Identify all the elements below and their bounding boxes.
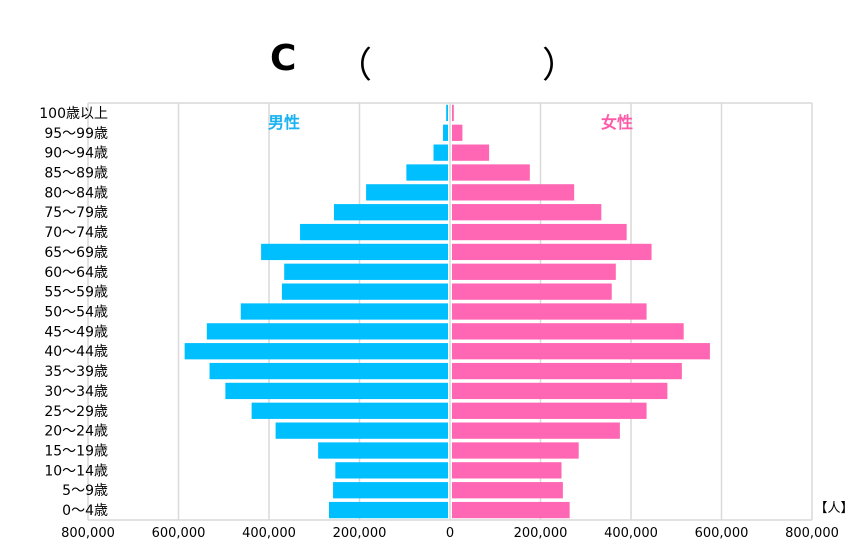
age-label-15: 25～29歳 xyxy=(44,404,108,420)
bar-male-15 xyxy=(251,402,448,419)
chart-title: C （ ） xyxy=(0,34,863,86)
title-open-paren: （ xyxy=(336,45,373,86)
age-label-11: 45～49歳 xyxy=(44,324,108,340)
x-tick-label-3: 200,000 xyxy=(333,526,387,541)
age-label-10: 50～54歳 xyxy=(44,305,108,321)
bar-male-9 xyxy=(281,283,448,300)
bars xyxy=(184,104,710,519)
bar-male-0 xyxy=(446,104,448,122)
age-label-16: 20～24歳 xyxy=(44,424,108,440)
x-tick-label-1: 600,000 xyxy=(152,526,206,541)
bar-female-18 xyxy=(452,462,562,479)
bar-male-18 xyxy=(335,462,448,479)
bar-female-16 xyxy=(452,422,620,439)
x-tick-label-4: 0 xyxy=(446,526,454,541)
bar-male-11 xyxy=(206,323,448,340)
age-label-9: 55～59歳 xyxy=(44,285,108,301)
age-label-17: 15～19歳 xyxy=(44,444,108,460)
age-label-6: 70～74歳 xyxy=(44,225,108,241)
bar-male-8 xyxy=(284,263,448,280)
age-label-19: 5～9歳 xyxy=(62,483,108,499)
age-label-20: 0～4歳 xyxy=(62,503,108,519)
age-label-18: 10～14歳 xyxy=(44,463,108,479)
age-label-13: 35～39歳 xyxy=(44,364,108,380)
bar-male-5 xyxy=(333,204,448,221)
bar-female-20 xyxy=(452,501,570,519)
bar-female-6 xyxy=(452,223,627,241)
age-label-1: 95～99歳 xyxy=(44,126,108,142)
x-tick-label-8: 800,000 xyxy=(785,526,839,541)
bar-female-5 xyxy=(452,204,602,221)
bar-female-9 xyxy=(452,283,612,300)
bar-male-2 xyxy=(433,144,448,161)
age-label-5: 75～79歳 xyxy=(44,205,108,221)
legend-female: 女性 xyxy=(601,113,633,132)
age-labels: 100歳以上 95～99歳 90～94歳 85～89歳 80～84歳 75～79歳 70～7… xyxy=(39,106,108,519)
bar-male-16 xyxy=(275,422,448,439)
title-letter: C xyxy=(270,38,297,79)
title-close-paren: ） xyxy=(542,45,579,86)
bar-male-20 xyxy=(328,501,448,519)
bar-female-17 xyxy=(452,442,579,459)
bar-female-14 xyxy=(452,382,668,400)
age-label-4: 80～84歳 xyxy=(44,185,108,201)
bar-female-0 xyxy=(452,104,454,122)
bar-male-14 xyxy=(225,382,448,400)
bar-female-3 xyxy=(452,164,530,181)
bar-female-8 xyxy=(452,263,616,280)
bar-female-2 xyxy=(452,144,490,161)
bar-male-10 xyxy=(240,303,448,320)
legend-male: 男性 xyxy=(268,113,300,132)
bar-female-4 xyxy=(452,184,575,201)
bar-male-12 xyxy=(184,343,448,360)
age-label-2: 90～94歳 xyxy=(44,146,108,162)
age-label-3: 85～89歳 xyxy=(44,166,108,182)
bar-male-4 xyxy=(366,184,448,201)
bar-male-6 xyxy=(300,223,448,241)
bar-female-11 xyxy=(452,323,684,340)
bar-female-13 xyxy=(452,362,682,380)
x-tick-label-6: 400,000 xyxy=(604,526,658,541)
bar-male-3 xyxy=(406,164,448,181)
age-label-8: 60～64歳 xyxy=(44,265,108,281)
bar-female-10 xyxy=(452,303,647,320)
bar-male-17 xyxy=(318,442,448,459)
bar-female-1 xyxy=(452,124,463,141)
age-label-7: 65～69歳 xyxy=(44,245,108,261)
bar-female-12 xyxy=(452,343,710,360)
bar-male-13 xyxy=(209,362,448,380)
bar-female-15 xyxy=(452,402,647,419)
x-tick-label-0: 800,000 xyxy=(61,526,115,541)
bar-female-19 xyxy=(452,482,563,499)
age-label-12: 40～44歳 xyxy=(44,344,108,360)
bar-male-1 xyxy=(443,124,448,141)
unit-label: 【人】 xyxy=(814,501,853,516)
x-tick-label-2: 400,000 xyxy=(242,526,296,541)
bar-male-7 xyxy=(261,243,448,261)
x-tick-labels: 800,000 600,000 400,000 200,000 0 200,000 400,… xyxy=(61,526,839,541)
bar-female-7 xyxy=(452,243,652,261)
x-tick-label-7: 600,000 xyxy=(695,526,749,541)
age-label-0: 100歳以上 xyxy=(39,106,108,122)
bar-male-19 xyxy=(333,482,448,499)
grid-lines xyxy=(87,102,813,521)
x-tick-label-5: 200,000 xyxy=(514,526,568,541)
age-label-14: 30～34歳 xyxy=(44,384,108,400)
